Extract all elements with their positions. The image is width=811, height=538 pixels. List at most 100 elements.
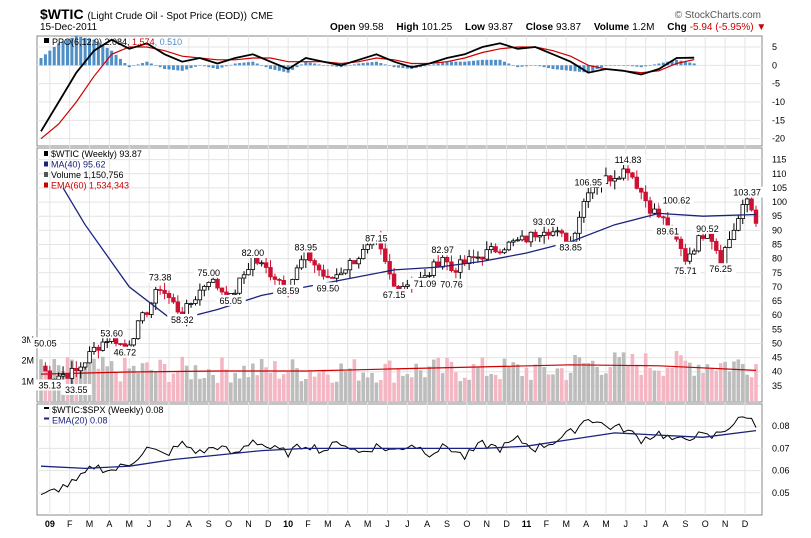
volume-bar <box>484 375 489 402</box>
annotation-label: 69.50 <box>317 283 340 293</box>
ppo-histogram-bar <box>436 63 440 66</box>
ppo-histogram-bar <box>357 63 361 66</box>
volume-bar <box>595 366 599 402</box>
volume-bar <box>727 371 732 402</box>
ratio-y-tick: 0.05 <box>772 488 790 498</box>
candle-body <box>255 257 260 264</box>
ppo-histogram-bar <box>348 65 352 66</box>
volume-bar <box>352 359 357 402</box>
volume-bar <box>109 361 114 402</box>
volume-bar <box>361 372 365 402</box>
volume-bar <box>740 363 745 402</box>
volume-bar <box>83 364 87 402</box>
ppo-histogram-bar <box>366 62 370 66</box>
price-annotation: 53.60 <box>96 327 127 339</box>
ppo-histogram-bar <box>573 65 577 72</box>
volume-bar <box>604 373 608 402</box>
ppo-histogram-bar <box>630 65 634 67</box>
volume-bar <box>215 382 220 402</box>
candle-body <box>334 274 339 279</box>
ppo-histogram-bar <box>644 65 648 67</box>
candle-body <box>144 312 150 315</box>
ppo-histogram-bar <box>246 62 250 66</box>
annotation-label: 93.02 <box>533 217 556 227</box>
volume-bar <box>696 364 701 402</box>
ppo-histogram-bar <box>533 65 537 66</box>
annotation-label: 73.38 <box>149 272 172 282</box>
x-tick-label: 09 <box>45 519 55 529</box>
volume-bar <box>502 358 507 402</box>
candle-body <box>162 290 167 294</box>
candle-body <box>515 239 520 242</box>
ppo-histogram-bar <box>476 60 480 66</box>
volume-bar <box>754 364 758 402</box>
candle-body <box>387 261 392 275</box>
ppo-panel <box>36 35 763 147</box>
legend-swatch-icon <box>44 161 48 167</box>
ppo-histogram-bar <box>489 59 493 66</box>
volume-bar <box>246 377 251 402</box>
ppo-histogram-bar <box>193 65 197 67</box>
volume-bar <box>507 366 511 402</box>
ppo-histogram-bar <box>264 65 268 68</box>
volume-bar <box>555 368 560 402</box>
candle-body <box>586 192 591 202</box>
ppo-legend-main: PPO(6,12,9) 2.084, <box>52 37 132 47</box>
ppo-histogram-bar <box>388 65 392 66</box>
volume-bar <box>356 380 361 402</box>
volume-bar <box>317 372 321 402</box>
volume-bar <box>202 378 207 402</box>
annotation-label: 106.95 <box>575 177 603 187</box>
volume-bar <box>493 374 498 402</box>
volume-bar <box>617 356 621 402</box>
candle-body <box>519 235 525 241</box>
volume-bar <box>193 365 198 402</box>
volume-bar <box>621 352 626 402</box>
ppo-histogram-bar <box>114 54 118 66</box>
annotation-bg <box>34 379 65 391</box>
ppo-y-tick: -10 <box>772 97 785 107</box>
ppo-histogram-bar <box>74 36 78 66</box>
annotation-bg <box>692 222 723 234</box>
volume-bar <box>537 357 542 402</box>
ppo-histogram-bar <box>216 65 220 69</box>
volume-bar <box>96 368 101 402</box>
candle-body <box>299 259 304 269</box>
ppo-histogram-bar <box>432 64 436 66</box>
annotation-bg <box>529 215 560 227</box>
ppo-legend-signal: 1.574 <box>132 37 155 47</box>
ppo-histogram-bar <box>463 61 467 66</box>
ppo-histogram-bar <box>661 62 665 66</box>
annotation-label: 103.37 <box>733 188 761 198</box>
volume-bar <box>436 357 441 402</box>
candle-body <box>232 292 238 295</box>
x-tick-label: A <box>424 519 430 529</box>
ppo-histogram-bar <box>652 64 656 66</box>
volume-bar <box>462 377 467 402</box>
ratio-y-tick: 0.07 <box>772 443 790 453</box>
ppo-histogram-bar <box>577 65 581 72</box>
candle-body <box>559 230 565 234</box>
legend-swatch-icon <box>44 172 48 177</box>
annotation-label: 75.71 <box>674 266 697 276</box>
candle-body <box>444 256 450 263</box>
candle-body <box>555 230 560 233</box>
volume-bar <box>153 371 158 402</box>
volume-bar <box>211 374 215 402</box>
volume-bar <box>189 379 193 402</box>
ppo-y-tick: -15 <box>772 115 785 125</box>
annotation-bg <box>652 225 683 237</box>
ppo-histogram-bar <box>321 65 325 66</box>
annotation-label: 33.55 <box>65 385 88 395</box>
candle-body <box>188 303 194 305</box>
price-y-tick: 110 <box>772 169 786 179</box>
candle-body <box>740 204 745 219</box>
candle-body <box>427 274 432 277</box>
symbol-description: (Light Crude Oil - Spot Price (EOD)) <box>87 11 247 22</box>
ratio-legend-item: EMA(20) 0.08 <box>52 416 108 426</box>
annotation-bg <box>427 244 458 256</box>
candle-body <box>678 238 684 249</box>
x-tick-label: D <box>265 519 272 529</box>
volume-bar <box>176 370 180 402</box>
candle-body <box>665 217 670 227</box>
